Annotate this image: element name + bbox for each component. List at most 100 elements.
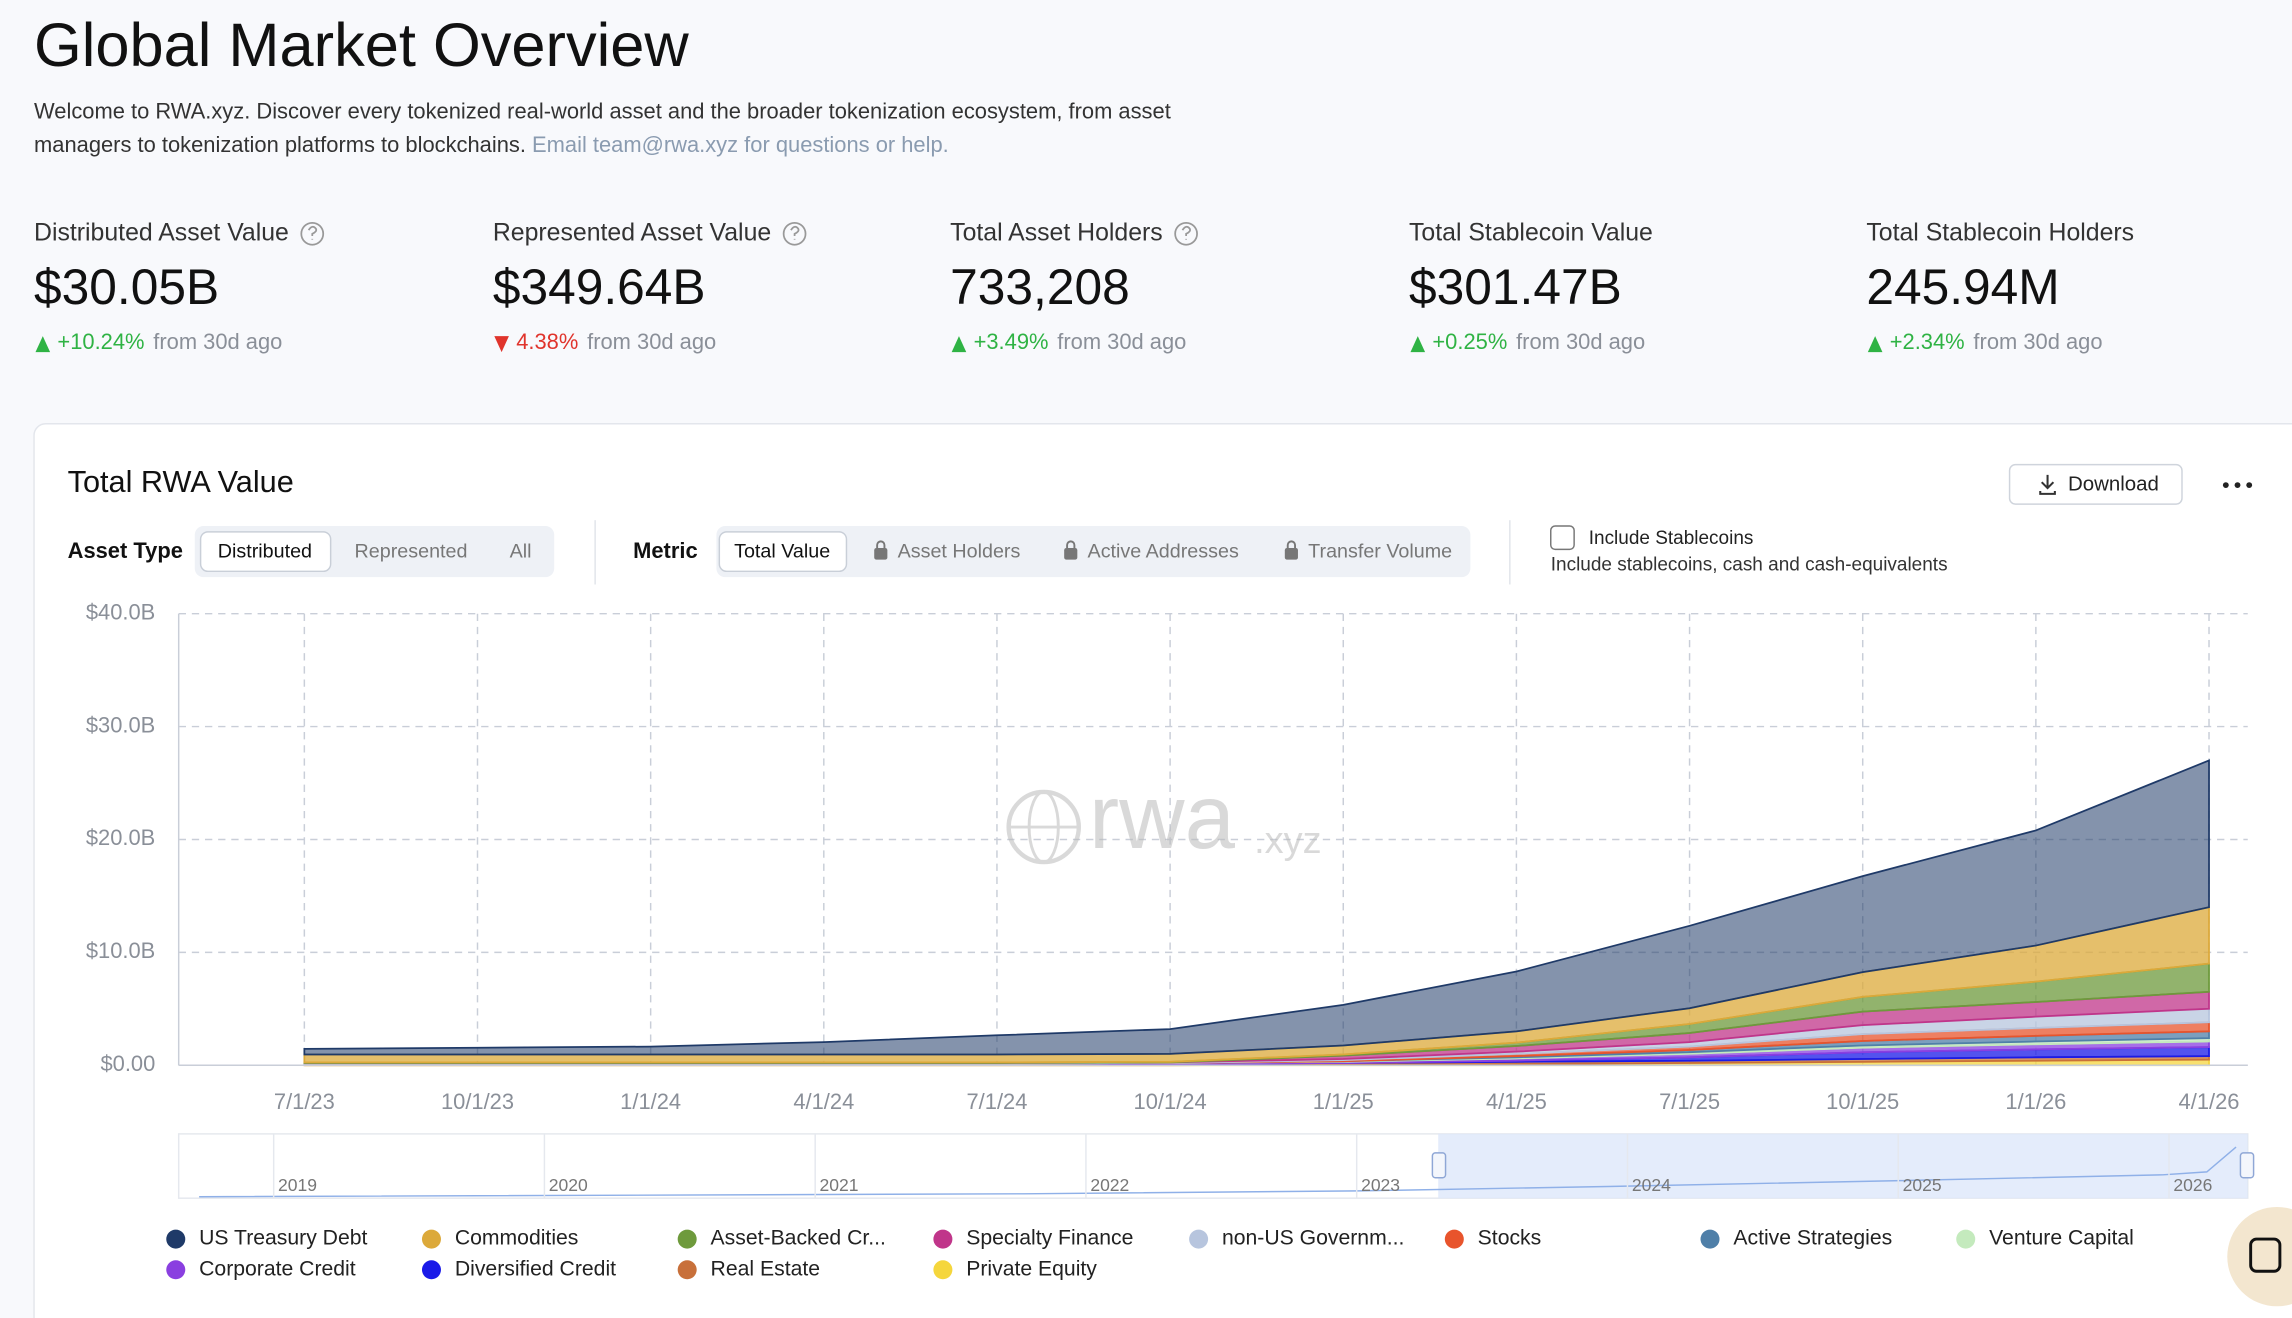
legend-label[interactable]: Private Equity [966,1257,1097,1280]
legend-label[interactable]: Real Estate [711,1257,820,1280]
help-icon[interactable] [300,221,325,246]
chart-card [33,423,2292,1318]
legend-item[interactable]: Diversified Credit [421,1257,616,1280]
legend-swatch[interactable] [1444,1229,1464,1249]
legend-label[interactable]: Corporate Credit [199,1257,356,1280]
segment-option[interactable]: Represented [355,541,468,563]
x-tick-label: 10/1/23 [441,1089,514,1114]
segment-option[interactable]: Transfer Volume [1308,541,1452,563]
stat-value: 733,208 [950,259,1130,315]
legend-swatch[interactable] [933,1260,953,1280]
legend-swatch[interactable] [1700,1229,1720,1249]
legend-item[interactable]: US Treasury Debt [166,1227,368,1250]
lock-icon [1066,540,1076,548]
trend-arrow [35,336,51,353]
trend-arrow [494,336,509,353]
x-tick-label: 4/1/24 [793,1089,854,1114]
legend-item[interactable]: Private Equity [933,1257,1097,1280]
y-tick-label: $40.0B [86,599,155,624]
legend-item[interactable]: Corporate Credit [166,1257,356,1280]
navigator-handle[interactable] [2239,1152,2255,1179]
segment-option[interactable]: Asset Holders [898,541,1021,563]
checkbox-label[interactable]: Include Stablecoins [1589,528,1754,549]
legend-swatch[interactable] [933,1229,953,1249]
navigator-selection[interactable] [1438,1133,2248,1199]
lock-icon [876,540,886,548]
legend-item[interactable]: Real Estate [677,1257,820,1280]
legend-item[interactable]: Stocks [1444,1227,1542,1250]
y-tick-label: $0.00 [100,1051,155,1076]
help-icon[interactable] [782,221,807,246]
segments: Distributed Represented All Total Value Asse… [218,540,1452,563]
dot[interactable] [2246,482,2253,489]
stats-row: Distributed Asset Value $30.05B +10.24% fro… [34,219,2134,354]
legend-label[interactable]: Asset-Backed Cr... [711,1227,886,1250]
legend-label[interactable]: Venture Capital [1989,1227,2134,1250]
legend-label[interactable]: Stocks [1478,1227,1542,1250]
legend-label[interactable]: Diversified Credit [455,1257,616,1280]
legend-item[interactable]: Specialty Finance [933,1227,1133,1250]
stat-label: Total Stablecoin Value [1409,219,1653,246]
plot: $0.00 $10.0B $20.0B $30.0B $40.0B 7/1/23 10/1/… [86,599,2248,1114]
area [303,759,2210,1056]
segment-option[interactable]: Distributed [218,541,312,563]
legend-item[interactable]: Active Strategies [1700,1227,1893,1250]
legend-item[interactable]: Commodities [421,1227,579,1250]
page-title: Global Market Overview [34,11,689,80]
chat-bubble[interactable] [2227,1206,2292,1307]
legend-swatch[interactable] [421,1260,441,1280]
chart-title: Total RWA Value [68,464,294,499]
chat-button[interactable] [2227,1206,2292,1307]
email-link[interactable]: Email team@rwa.xyz for questions or help… [532,132,949,157]
x-tick-label: 1/1/24 [620,1089,681,1114]
navigator-handle[interactable] [1431,1152,1447,1179]
segment-group [716,526,1471,578]
segment-selected[interactable] [199,531,332,573]
legend: US Treasury Debt Commodities Asset-Backed … [166,1227,2134,1280]
legend-swatch[interactable] [166,1229,186,1249]
navigator-label: 2024 [1632,1175,1671,1195]
checkbox-description: Include stablecoins, cash and cash-equiv… [1551,554,1948,575]
dot[interactable] [2222,482,2229,489]
dot[interactable] [2234,482,2241,489]
segment-option[interactable]: Active Addresses [1088,541,1239,563]
stat-value: $301.47B [1409,259,1622,315]
y-tick-label: $10.0B [86,938,155,963]
legend-swatch[interactable] [421,1229,441,1249]
segment-selected[interactable] [718,531,848,573]
legend-swatch[interactable] [677,1260,697,1280]
legend-label[interactable]: Active Strategies [1733,1227,1892,1250]
description: managers to tokenization platforms to bl… [34,132,949,157]
lock-icon [1286,540,1296,548]
navigator-label: 2022 [1090,1175,1129,1195]
x-tick-label: 4/1/26 [2179,1089,2240,1114]
help-icon [1181,225,1191,240]
legend-item[interactable]: non-US Governm... [1189,1227,1404,1250]
more-menu[interactable] [2222,482,2253,489]
legend-swatch[interactable] [1956,1229,1976,1249]
legend-label[interactable]: Specialty Finance [966,1227,1133,1250]
legend-swatch[interactable] [166,1260,186,1280]
legend-label[interactable]: Commodities [455,1227,579,1250]
download-button[interactable]: Download [2008,463,2183,505]
checkbox[interactable] [1550,525,1575,551]
legend-label[interactable]: non-US Governm... [1222,1227,1404,1250]
watermark: rwa .xyz [1006,767,1322,868]
legend-swatch[interactable] [1189,1229,1209,1249]
navigator[interactable] [177,1133,2255,1199]
legend-item[interactable]: Asset-Backed Cr... [677,1227,886,1250]
lock-icon [1064,547,1078,560]
segment-option[interactable]: All [510,541,532,563]
legend-item[interactable]: Venture Capital [1956,1227,2134,1250]
control-label: Asset Type [68,538,183,563]
help-icon[interactable] [1174,221,1198,246]
stat-label: Total Stablecoin Holders [1866,219,2134,246]
legend-label[interactable]: US Treasury Debt [199,1227,367,1250]
segment-option[interactable]: Total Value [734,541,830,563]
watermark-text: .xyz [1254,820,1322,862]
control-label: Metric [633,538,698,563]
button-label[interactable]: Download [2068,473,2159,496]
legend-swatch[interactable] [677,1229,697,1249]
